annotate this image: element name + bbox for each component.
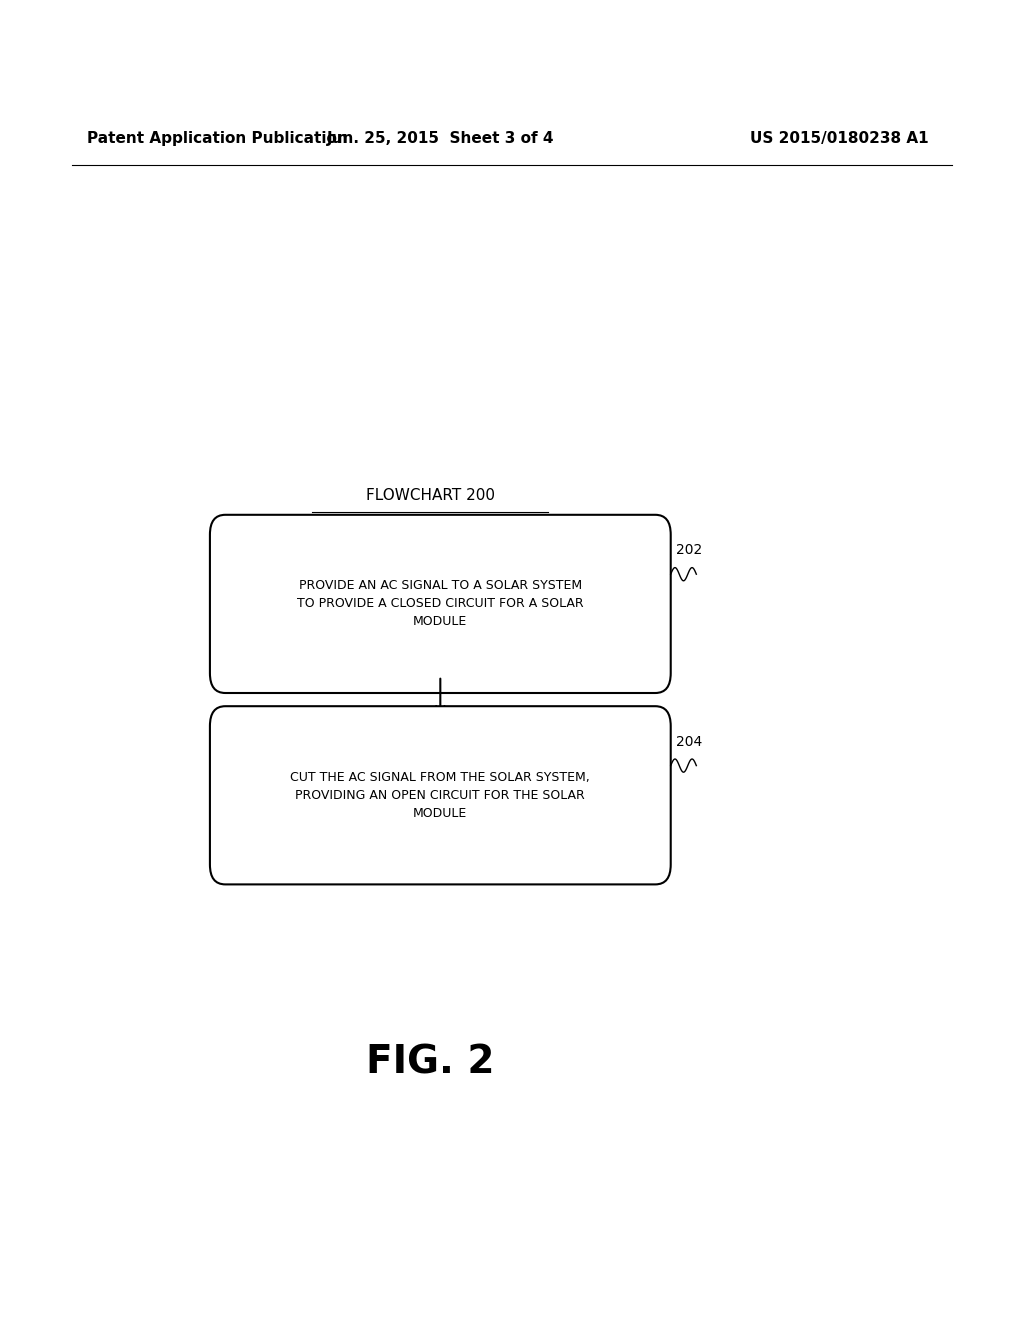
FancyBboxPatch shape [210,706,671,884]
Text: FLOWCHART 200: FLOWCHART 200 [366,487,495,503]
Text: Patent Application Publication: Patent Application Publication [87,131,348,147]
Text: 204: 204 [676,735,702,748]
Text: PROVIDE AN AC SIGNAL TO A SOLAR SYSTEM
TO PROVIDE A CLOSED CIRCUIT FOR A SOLAR
M: PROVIDE AN AC SIGNAL TO A SOLAR SYSTEM T… [297,579,584,628]
Text: Jun. 25, 2015  Sheet 3 of 4: Jun. 25, 2015 Sheet 3 of 4 [327,131,554,147]
Text: FIG. 2: FIG. 2 [366,1044,495,1081]
Text: US 2015/0180238 A1: US 2015/0180238 A1 [751,131,929,147]
FancyBboxPatch shape [210,515,671,693]
Text: 202: 202 [676,544,702,557]
Text: CUT THE AC SIGNAL FROM THE SOLAR SYSTEM,
PROVIDING AN OPEN CIRCUIT FOR THE SOLAR: CUT THE AC SIGNAL FROM THE SOLAR SYSTEM,… [291,771,590,820]
